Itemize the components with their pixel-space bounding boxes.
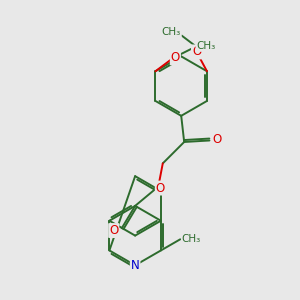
Text: CH₃: CH₃ [196, 41, 216, 51]
Text: N: N [131, 259, 140, 272]
Text: O: O [212, 134, 221, 146]
Text: O: O [192, 45, 201, 58]
Text: CH₃: CH₃ [162, 27, 181, 37]
Text: O: O [109, 224, 119, 237]
Text: O: O [156, 182, 165, 194]
Text: CH₃: CH₃ [182, 234, 201, 244]
Text: O: O [171, 51, 180, 64]
